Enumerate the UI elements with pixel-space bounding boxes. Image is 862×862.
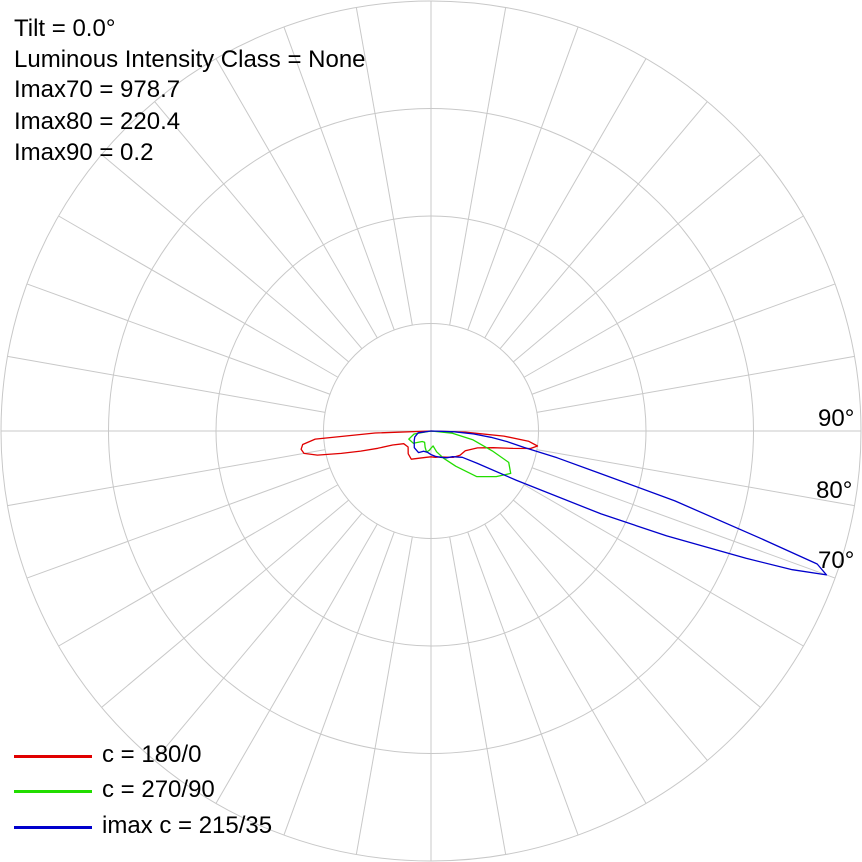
legend-swatch-c180 xyxy=(14,755,92,758)
grid-spoke xyxy=(355,536,413,855)
grid-spoke xyxy=(449,7,507,326)
grid-spoke xyxy=(523,484,804,647)
grid-spoke xyxy=(7,449,326,507)
grid-spoke xyxy=(499,101,708,349)
tilt-text: Tilt = 0.0° xyxy=(14,15,116,42)
grid-spoke xyxy=(58,484,339,647)
imax70-text: Imax70 = 978.7 xyxy=(14,76,181,103)
grid-spoke xyxy=(499,513,708,761)
grid-spoke xyxy=(154,101,363,349)
angle-label-70: 70° xyxy=(818,547,855,574)
series-curve-2 xyxy=(413,430,828,576)
intensity-curves xyxy=(300,430,828,576)
grid-spoke xyxy=(355,7,413,326)
grid-spoke xyxy=(26,283,331,395)
grid-spoke xyxy=(283,26,395,331)
grid-spoke xyxy=(154,513,363,761)
intensity-class-text: Luminous Intensity Class = None xyxy=(14,46,366,73)
angle-label-90: 90° xyxy=(818,405,855,432)
grid-spoke xyxy=(26,467,331,579)
grid-spoke xyxy=(467,26,579,331)
grid-spoke xyxy=(215,58,378,339)
legend-swatch-c270 xyxy=(14,790,92,793)
grid-spoke xyxy=(531,283,836,395)
grid-spoke xyxy=(523,215,804,378)
grid-spoke xyxy=(484,58,647,339)
grid-spoke xyxy=(513,499,761,708)
series-curve-0 xyxy=(300,430,539,460)
grid-spoke xyxy=(58,215,339,378)
legend-label-c270: c = 270/90 xyxy=(102,776,215,803)
grid-spoke xyxy=(101,154,349,363)
grid-spoke xyxy=(215,523,378,804)
grid-spoke xyxy=(536,355,855,413)
grid-spoke xyxy=(7,355,326,413)
grid-spoke xyxy=(449,536,507,855)
grid-spoke xyxy=(513,154,761,363)
grid-spoke xyxy=(484,523,647,804)
grid-spoke xyxy=(531,467,836,579)
imax80-text: Imax80 = 220.4 xyxy=(14,108,181,135)
legend-label-imax: imax c = 215/35 xyxy=(102,812,273,839)
grid-spoke xyxy=(101,499,349,708)
imax90-text: Imax90 = 0.2 xyxy=(14,139,154,166)
legend-swatch-imax xyxy=(14,826,92,829)
series-curve-1 xyxy=(408,430,512,478)
legend-label-c180: c = 180/0 xyxy=(102,741,202,768)
angle-label-80: 80° xyxy=(816,477,853,504)
grid-spoke xyxy=(467,531,579,836)
grid-spoke xyxy=(283,531,395,836)
grid-spoke xyxy=(536,449,855,507)
